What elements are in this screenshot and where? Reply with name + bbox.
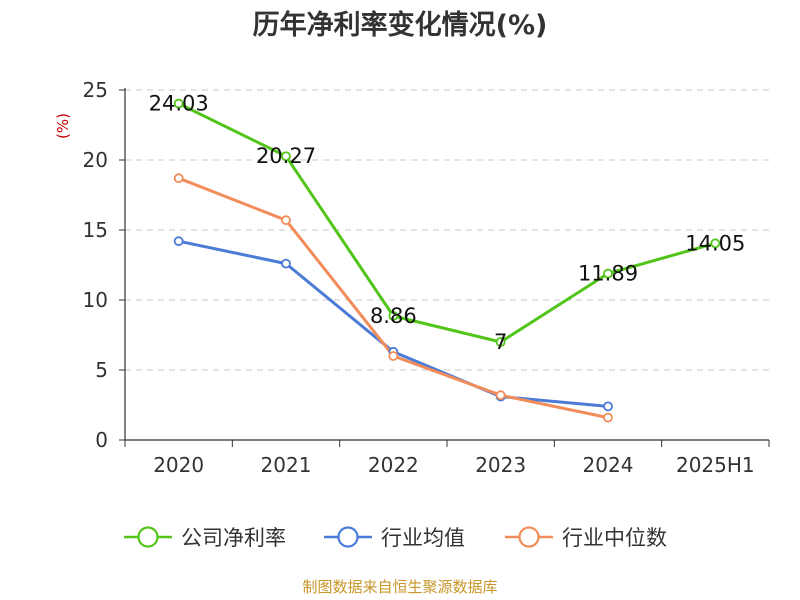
y-tick-label: 15 [83, 218, 108, 242]
series-points [173, 98, 721, 423]
series-line-2 [177, 176, 610, 420]
data-point[interactable] [173, 236, 184, 247]
legend[interactable]: 公司净利率 行业均值 行业中位数 [124, 526, 667, 550]
y-tick-label: 10 [83, 288, 108, 312]
series-line-0 [177, 102, 717, 344]
legend-item[interactable]: 公司净利率 [124, 526, 286, 550]
legend-label: 行业中位数 [562, 526, 667, 550]
data-label: 14.05 [685, 231, 745, 255]
x-tick-label: 2024 [583, 453, 634, 477]
legend-item[interactable]: 行业中位数 [505, 526, 667, 550]
data-point[interactable] [281, 258, 291, 269]
chart-title: 历年净利率变化情况(%) [253, 9, 548, 41]
data-labels: 24.03 20.27 8.86 7 11.89 14.05 [149, 92, 746, 354]
data-point[interactable] [388, 311, 399, 321]
source-note: 制图数据来自恒生聚源数据库 [302, 578, 497, 596]
data-point[interactable] [495, 390, 506, 401]
legend-item[interactable]: 行业均值 [324, 526, 465, 550]
x-tick-label: 2022 [368, 453, 419, 477]
y-tick-label: 25 [83, 78, 108, 102]
data-point[interactable] [710, 238, 721, 249]
legend-label: 公司净利率 [181, 526, 286, 550]
data-point[interactable] [281, 215, 291, 226]
data-point[interactable] [603, 268, 613, 279]
data-point[interactable] [603, 401, 613, 412]
data-label: 7 [494, 330, 507, 354]
x-tick-label: 2021 [261, 453, 312, 477]
y-tick-label: 5 [95, 358, 108, 382]
grid-lines [125, 89, 769, 371]
legend-swatch-marker [518, 526, 540, 548]
data-label: 20.27 [256, 144, 316, 168]
legend-swatch-marker [337, 526, 359, 548]
x-tick-label: 2023 [475, 453, 526, 477]
data-point[interactable] [388, 351, 399, 361]
x-tick-label: 2020 [153, 453, 204, 477]
y-axis-label: (%) [54, 113, 72, 139]
data-point[interactable] [495, 337, 506, 347]
data-point[interactable] [173, 173, 184, 184]
data-label: 24.03 [149, 92, 209, 116]
data-point[interactable] [173, 98, 184, 109]
data-point[interactable] [281, 151, 291, 162]
y-tick-label: 20 [83, 148, 108, 172]
axes: 0 5 10 15 20 25 2020 2021 2022 2023 2024 2025H1 [83, 78, 770, 477]
legend-swatch-marker [137, 526, 159, 548]
x-tick-label: 2025H1 [676, 453, 755, 477]
y-tick-label: 0 [95, 428, 108, 452]
data-label: 8.86 [370, 304, 417, 328]
data-point[interactable] [603, 412, 613, 423]
data-label: 11.89 [578, 262, 638, 286]
legend-label: 行业均值 [381, 526, 465, 550]
